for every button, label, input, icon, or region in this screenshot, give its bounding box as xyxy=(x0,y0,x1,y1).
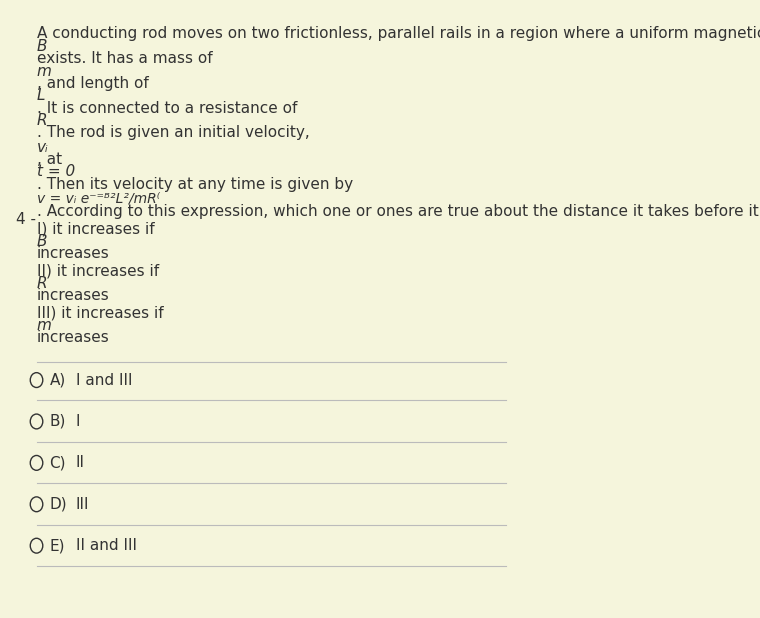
Text: B): B) xyxy=(49,414,66,429)
Text: 4 -: 4 - xyxy=(16,212,36,227)
Text: B: B xyxy=(36,234,47,248)
Text: m: m xyxy=(36,64,52,78)
Text: III: III xyxy=(76,497,89,512)
Text: I and III: I and III xyxy=(76,373,132,387)
Text: E): E) xyxy=(49,538,65,553)
Text: , and length of: , and length of xyxy=(36,76,148,91)
Text: . It is connected to a resistance of: . It is connected to a resistance of xyxy=(36,101,297,116)
Text: R: R xyxy=(36,113,47,128)
Text: . According to this expression, which one or ones are true about the distance it: . According to this expression, which on… xyxy=(36,204,760,219)
Text: C): C) xyxy=(49,455,66,470)
Text: , at: , at xyxy=(36,152,62,167)
Text: I) it increases if: I) it increases if xyxy=(36,221,154,236)
Text: increases: increases xyxy=(36,246,109,261)
Text: exists. It has a mass of: exists. It has a mass of xyxy=(36,51,212,66)
Text: D): D) xyxy=(49,497,67,512)
Text: L: L xyxy=(36,88,45,103)
Text: A): A) xyxy=(49,373,66,387)
Text: III) it increases if: III) it increases if xyxy=(36,305,163,320)
Text: t = 0: t = 0 xyxy=(36,164,74,179)
Text: increases: increases xyxy=(36,330,109,345)
Text: II and III: II and III xyxy=(76,538,137,553)
Text: II) it increases if: II) it increases if xyxy=(36,263,159,278)
Text: I: I xyxy=(76,414,80,429)
Text: R: R xyxy=(36,276,47,290)
Text: increases: increases xyxy=(36,288,109,303)
Text: B: B xyxy=(36,39,47,54)
Text: . The rod is given an initial velocity,: . The rod is given an initial velocity, xyxy=(36,125,309,140)
Text: II: II xyxy=(76,455,84,470)
Text: A conducting rod moves on two frictionless, parallel rails in a region where a u: A conducting rod moves on two frictionle… xyxy=(36,27,760,41)
Text: v = vᵢ e⁻⁼ᴮ²L²/mR⁽: v = vᵢ e⁻⁼ᴮ²L²/mR⁽ xyxy=(36,192,160,206)
Text: . Then its velocity at any time is given by: . Then its velocity at any time is given… xyxy=(36,177,353,192)
Text: m: m xyxy=(36,318,52,332)
Text: vᵢ: vᵢ xyxy=(36,140,49,154)
